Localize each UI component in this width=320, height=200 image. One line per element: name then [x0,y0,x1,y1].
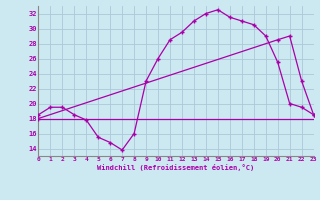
X-axis label: Windchill (Refroidissement éolien,°C): Windchill (Refroidissement éolien,°C) [97,164,255,171]
